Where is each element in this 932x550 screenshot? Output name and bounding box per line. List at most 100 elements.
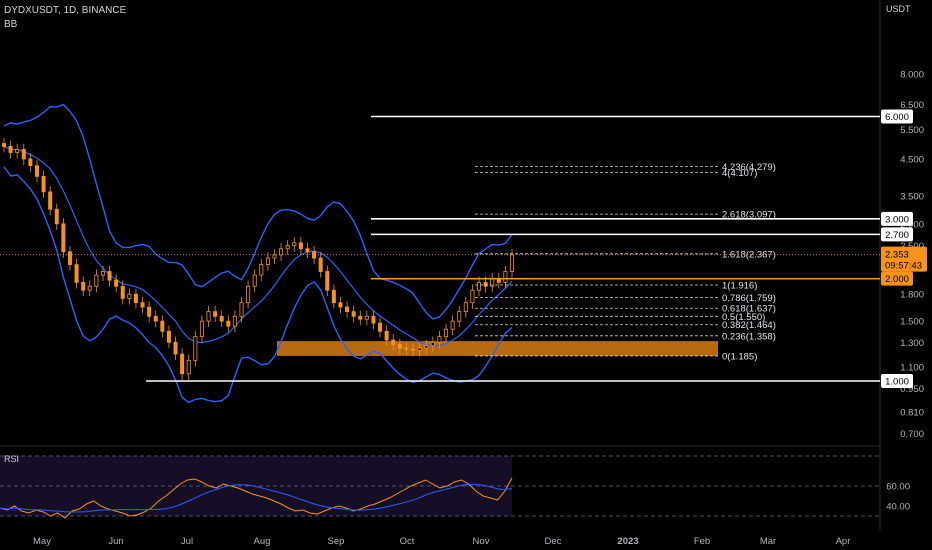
candle-body-56 bbox=[371, 315, 376, 324]
candle-body-70 bbox=[463, 302, 468, 313]
candle-body-19 bbox=[127, 293, 132, 299]
candle-body-52 bbox=[345, 306, 350, 313]
time-label-3: Aug bbox=[254, 536, 271, 547]
level-tag-bg-4 bbox=[881, 374, 913, 388]
candle-body-43 bbox=[285, 245, 290, 250]
candle-body-53 bbox=[351, 311, 356, 317]
candle-body-71 bbox=[470, 289, 475, 304]
candle-body-1 bbox=[8, 146, 13, 153]
fib-label-3: 1.618(2.367) bbox=[722, 249, 776, 260]
time-label-1: Jun bbox=[108, 536, 123, 547]
time-label-11: Apr bbox=[836, 536, 851, 547]
candle-body-12 bbox=[81, 282, 86, 291]
symbol-title[interactable]: DYDXUSDT, 1D, BINANCE bbox=[4, 5, 127, 16]
candle-body-64 bbox=[424, 345, 429, 349]
fib-label-0: 4.236(4.279) bbox=[722, 162, 776, 173]
price-unit-label[interactable]: USDT bbox=[886, 4, 911, 14]
time-label-2: Jul bbox=[181, 536, 193, 547]
time-label-10: Mar bbox=[760, 536, 776, 547]
candle-body-63 bbox=[417, 347, 422, 351]
price-tick-4: 3.500 bbox=[900, 192, 924, 203]
candle-body-59 bbox=[391, 339, 396, 345]
time-label-7: Dec bbox=[545, 536, 562, 547]
price-tick-8: 1.500 bbox=[900, 317, 924, 328]
candle-body-57 bbox=[378, 322, 383, 332]
candle-body-14 bbox=[94, 274, 99, 287]
candle-body-31 bbox=[206, 311, 211, 322]
price-tick-1: 6.500 bbox=[900, 100, 924, 111]
current-price-value: 2.353 bbox=[885, 250, 909, 261]
candle-body-42 bbox=[279, 248, 284, 256]
price-tick-7: 1.800 bbox=[900, 290, 924, 301]
candle-body-34 bbox=[226, 320, 231, 327]
time-label-5: Oct bbox=[400, 536, 415, 547]
rsi-ma-line bbox=[0, 483, 513, 513]
bb-lower bbox=[3, 166, 513, 404]
fib-label-10: 0(1.185) bbox=[722, 351, 757, 362]
bb-upper bbox=[3, 103, 513, 320]
candle-body-26 bbox=[173, 341, 178, 355]
fib-label-2: 2.618(3.097) bbox=[722, 210, 776, 221]
price-tick-2: 5.500 bbox=[900, 125, 924, 136]
candle-body-0 bbox=[2, 143, 7, 147]
level-tag-bg-2 bbox=[881, 227, 913, 242]
price-tick-9: 1.300 bbox=[900, 338, 924, 349]
candle-body-36 bbox=[239, 302, 244, 317]
candle-body-3 bbox=[21, 149, 26, 160]
fib-label-7: 0.5(1.550) bbox=[722, 312, 765, 323]
candle-body-24 bbox=[160, 320, 165, 332]
candle-body-49 bbox=[325, 271, 330, 291]
candle-body-13 bbox=[87, 285, 92, 291]
candle-body-38 bbox=[252, 274, 257, 287]
candle-body-46 bbox=[305, 248, 310, 253]
rsi-label[interactable]: RSI bbox=[4, 454, 20, 464]
bollinger-bands bbox=[3, 103, 513, 404]
time-label-6: Nov bbox=[473, 536, 490, 547]
candle-body-51 bbox=[338, 302, 343, 308]
current-price-countdown: 09:57:43 bbox=[885, 261, 922, 272]
level-tag-3: 2.000 bbox=[885, 274, 909, 285]
candle-body-44 bbox=[292, 242, 297, 247]
fib-label-1: 4(4.107) bbox=[722, 168, 757, 179]
candle-body-77 bbox=[509, 254, 514, 272]
price-tick-3: 4.500 bbox=[900, 154, 924, 165]
candle-body-61 bbox=[404, 347, 409, 350]
price-tick-0: 8.000 bbox=[900, 70, 924, 81]
rsi-tick-1: 40.00 bbox=[886, 502, 910, 513]
candle-body-48 bbox=[318, 257, 323, 272]
candle-body-62 bbox=[411, 348, 416, 351]
candle-body-30 bbox=[199, 320, 204, 338]
indicator-label[interactable]: BB bbox=[4, 19, 18, 30]
time-label-0: May bbox=[33, 536, 51, 547]
time-label-9: Feb bbox=[694, 536, 710, 547]
candle-body-16 bbox=[107, 271, 112, 281]
candle-body-68 bbox=[450, 320, 455, 330]
time-label-8: 2023 bbox=[617, 536, 638, 547]
fib-label-8: 0.382(1.464) bbox=[722, 320, 776, 331]
candle-body-9 bbox=[61, 223, 66, 253]
candle-body-23 bbox=[153, 315, 158, 322]
candle-body-11 bbox=[74, 264, 79, 283]
fib-levels[interactable]: 4.236(4.279)4(4.107) 2.618(3.097) 1.618(2.… bbox=[475, 162, 776, 363]
rsi-pane bbox=[0, 455, 880, 519]
candle-body-4 bbox=[28, 158, 33, 167]
candle-body-67 bbox=[444, 328, 449, 338]
bb-basis bbox=[3, 145, 513, 347]
candle-body-73 bbox=[483, 282, 488, 287]
support-zone[interactable] bbox=[277, 341, 718, 356]
horizontal-levels[interactable] bbox=[146, 115, 880, 382]
candle-body-33 bbox=[219, 315, 224, 322]
candle-body-72 bbox=[477, 282, 482, 291]
support-zone-rect[interactable] bbox=[277, 341, 718, 356]
current-price-tag-bg bbox=[881, 246, 927, 272]
candle-body-32 bbox=[213, 311, 218, 317]
level-tag-bg-3 bbox=[881, 271, 913, 286]
candle-body-28 bbox=[186, 359, 191, 375]
price-tick-11: 0.950 bbox=[900, 384, 924, 395]
level-tag-4: 1.000 bbox=[885, 377, 909, 388]
candle-body-50 bbox=[331, 289, 336, 304]
candle-body-21 bbox=[140, 302, 145, 308]
candle-body-15 bbox=[100, 271, 105, 276]
fib-label-6: 0.618(1.637) bbox=[722, 304, 776, 315]
